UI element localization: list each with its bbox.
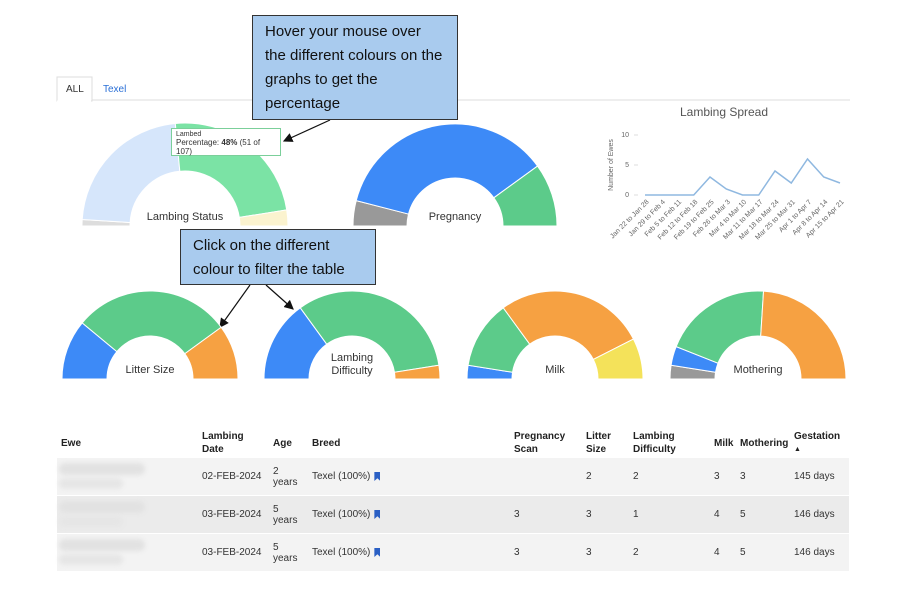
table-cell: 2 years xyxy=(269,458,308,495)
table-cell: 2 xyxy=(629,458,710,495)
column-header[interactable]: Pregnancy Scan xyxy=(514,431,566,455)
gauge-segment xyxy=(81,290,222,355)
tab[interactable]: Texel xyxy=(103,84,127,95)
gauge-title: Litter Size xyxy=(126,364,175,376)
table-cell: 3 xyxy=(582,534,629,571)
callout: Click on the different colour to filter … xyxy=(180,229,376,285)
table-cell: 5 years xyxy=(269,534,308,571)
table-cell: 145 days xyxy=(790,458,849,495)
gauge-title: Milk xyxy=(545,364,565,376)
callout: Hover your mouse over the different colo… xyxy=(252,15,458,120)
table-cell: 3 xyxy=(510,496,582,533)
line xyxy=(645,157,841,196)
column-header[interactable]: Lambing Date xyxy=(202,431,244,455)
tooltip-value: 48% xyxy=(221,138,238,147)
table-cell: 3 xyxy=(582,496,629,533)
y-tick-label: 0 xyxy=(625,192,629,199)
gauge-title: Lambing Status xyxy=(147,211,224,223)
column-header[interactable]: Litter Size xyxy=(586,431,611,455)
arrow xyxy=(265,284,294,310)
table-cell: Texel (100%) xyxy=(308,458,510,495)
gauge-segment xyxy=(238,209,289,227)
column-header[interactable]: Milk xyxy=(714,437,734,449)
table-cell: Texel (100%) xyxy=(308,496,510,533)
arrow xyxy=(282,119,331,142)
gauge-segment xyxy=(355,123,539,215)
bookmark-icon[interactable] xyxy=(374,510,381,519)
bookmark-icon[interactable] xyxy=(374,472,381,481)
chart-title: Lambing Spread xyxy=(680,105,768,119)
table-cell: 2 xyxy=(582,458,629,495)
column-header[interactable]: Lambing Difficulty xyxy=(633,431,676,455)
table-cell: 146 days xyxy=(790,534,849,571)
gauge-segment xyxy=(592,338,644,380)
table-cell: Texel (100%) xyxy=(308,534,510,571)
tab[interactable]: ALL xyxy=(66,84,84,95)
gauge-title: Pregnancy xyxy=(429,211,482,223)
table-cell: 4 xyxy=(710,534,736,571)
table-cell: 3 xyxy=(736,458,790,495)
table-cell: 03-FEB-2024 xyxy=(198,534,269,571)
table-cell: 146 days xyxy=(790,496,849,533)
arrow xyxy=(219,284,251,328)
table-cell: 4 xyxy=(710,496,736,533)
column-header[interactable]: Ewe xyxy=(61,437,82,449)
table-cell: 02-FEB-2024 xyxy=(198,458,269,495)
gauge-title: Mothering xyxy=(734,364,783,376)
table-cell: 1 xyxy=(629,496,710,533)
gauge-segment xyxy=(502,290,635,361)
column-header[interactable]: Breed xyxy=(312,437,341,449)
column-header[interactable]: Age xyxy=(273,437,292,449)
table-cell: 03-FEB-2024 xyxy=(198,496,269,533)
column-header[interactable]: Mothering xyxy=(740,437,789,449)
tooltip-label: Lambed xyxy=(176,131,202,138)
column-header[interactable]: Gestation ▲ xyxy=(790,426,849,460)
table-cell: 5 years xyxy=(269,496,308,533)
y-tick-label: 5 xyxy=(625,162,629,169)
tooltip: Lambed Percentage: 48% (51 of 107) xyxy=(171,128,281,156)
sort-indicator: ▲ xyxy=(794,446,801,453)
tooltip-key: Percentage: xyxy=(176,138,220,147)
gauge-segment xyxy=(760,290,847,380)
table-cell: 2 xyxy=(629,534,710,571)
table-cell: 3 xyxy=(710,458,736,495)
blurred-name xyxy=(57,496,198,533)
tooltip-line: Percentage: 48% (51 of 107) xyxy=(176,138,276,156)
tooltip-count: (51 of 107) xyxy=(176,138,261,156)
gauge-segment xyxy=(299,290,440,373)
blurred-name xyxy=(57,534,198,571)
gauge-segment xyxy=(184,326,239,380)
gauge-segment xyxy=(493,165,558,227)
column-title: Gestation xyxy=(794,431,841,442)
table-cell: 3 xyxy=(510,534,582,571)
blurred-name xyxy=(57,458,198,495)
gauge-segment xyxy=(81,122,181,224)
table-cell: 5 xyxy=(736,534,790,571)
gauge-segment xyxy=(675,290,765,364)
y-axis-label: Number of Ewes xyxy=(608,139,615,191)
table-cell xyxy=(510,458,582,495)
bookmark-icon[interactable] xyxy=(374,548,381,557)
gauge-segment xyxy=(393,364,441,380)
y-tick-label: 10 xyxy=(621,132,629,139)
table-cell: 5 xyxy=(736,496,790,533)
gauge-title: Lambing Difficulty xyxy=(331,352,373,377)
